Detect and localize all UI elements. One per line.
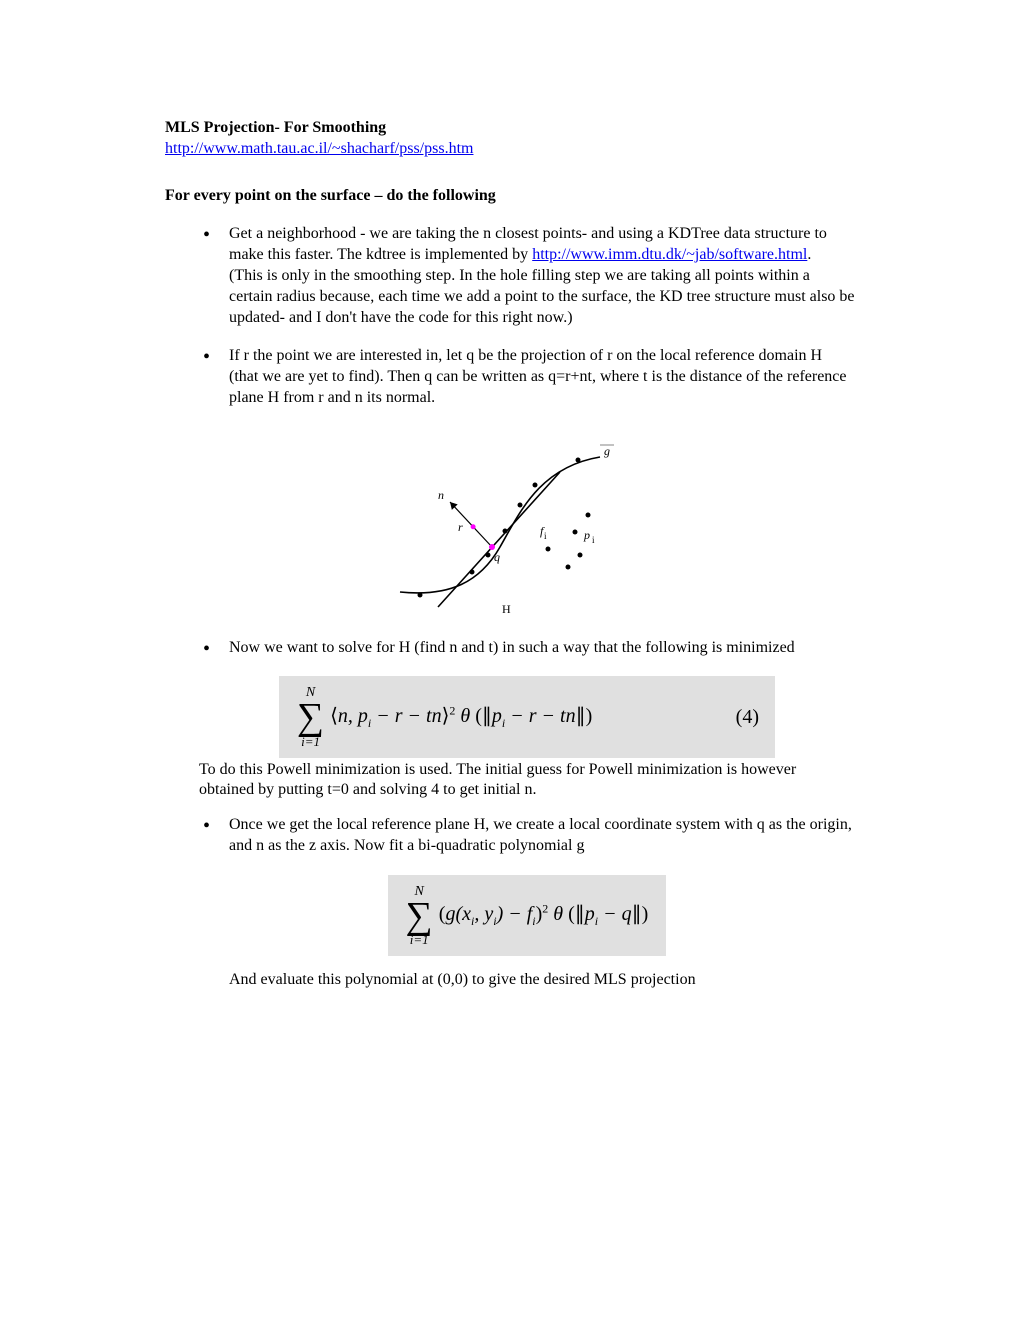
svg-text:i: i: [544, 531, 547, 541]
diagram-svg: nrqgHfipi: [380, 427, 640, 617]
after-eq1-text: To do this Powell minimization is used. …: [199, 760, 855, 802]
bullet-text: Once we get the local reference plane H,…: [229, 816, 852, 854]
kdtree-link[interactable]: http://www.imm.dtu.dk/~jab/software.html: [532, 246, 807, 263]
header: MLS Projection- For Smoothing http://www…: [165, 118, 855, 160]
svg-text:H: H: [502, 602, 511, 616]
bullet-text: Now we want to solve for H (find n and t…: [229, 639, 795, 656]
reference-plane-diagram: nrqgHfipi: [165, 427, 855, 624]
svg-text:p: p: [583, 528, 590, 542]
list-item: Now we want to solve for H (find n and t…: [195, 638, 855, 659]
equation-4: N∑i=1⟨n, pi − r − tn⟩2 θ (∥pi − r − tn∥)…: [199, 676, 855, 757]
list-item: Get a neighborhood - we are taking the n…: [195, 224, 855, 328]
after-eq2-text: And evaluate this polynomial at (0,0) to…: [229, 970, 855, 991]
page-title: MLS Projection- For Smoothing: [165, 119, 386, 136]
list-item: If r the point we are interested in, let…: [195, 346, 855, 408]
equation-g: N∑i=1(g(xi, yi) − fi)2 θ (∥pi − q∥): [199, 875, 855, 956]
subheader: For every point on the surface – do the …: [165, 186, 855, 207]
list-item: Once we get the local reference plane H,…: [195, 815, 855, 857]
bullet-text: If r the point we are interested in, let…: [229, 347, 847, 406]
svg-text:q: q: [494, 550, 500, 564]
svg-text:n: n: [438, 488, 444, 502]
bullet-list-3: Once we get the local reference plane H,…: [195, 815, 855, 857]
svg-text:r: r: [458, 520, 463, 534]
header-link[interactable]: http://www.math.tau.ac.il/~shacharf/pss/…: [165, 140, 473, 157]
bullet-text-extra: (This is only in the smoothing step. In …: [229, 267, 855, 326]
svg-text:g: g: [604, 444, 610, 458]
bullet-list: Get a neighborhood - we are taking the n…: [195, 224, 855, 408]
bullet-list-2: Now we want to solve for H (find n and t…: [195, 638, 855, 659]
bullet-text-post: .: [807, 246, 811, 263]
svg-text:i: i: [592, 535, 595, 545]
